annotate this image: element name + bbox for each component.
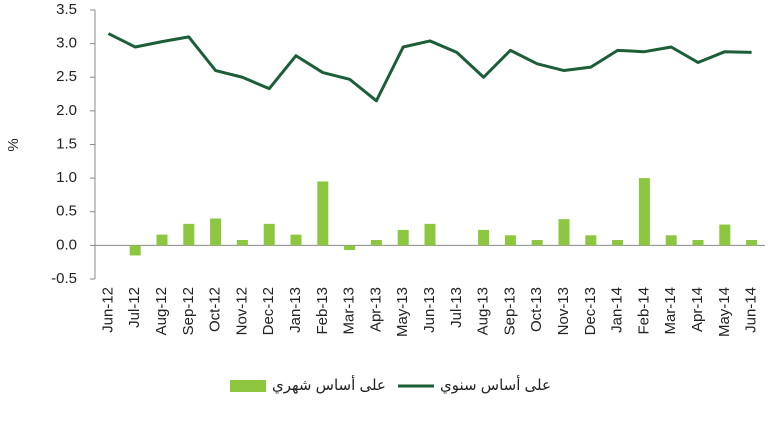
x-tick-label: Aug-12 [153, 287, 170, 335]
x-tick-label: Oct-12 [207, 287, 224, 332]
x-tick-label: May-14 [716, 287, 733, 337]
x-tick-label: Sep-12 [180, 287, 197, 335]
bar [478, 229, 490, 246]
x-tick-label: Nov-12 [233, 287, 250, 335]
bar [504, 235, 516, 246]
y-tick-label: 2.5 [56, 68, 77, 85]
bar [424, 223, 436, 246]
x-tick-label: Aug-13 [475, 287, 492, 335]
x-tick-label: Dec-13 [582, 287, 599, 335]
x-tick-label: Mar-14 [662, 287, 679, 335]
y-tick-label: 1.5 [56, 135, 77, 152]
bar [746, 239, 758, 246]
y-tick-label: -0.5 [51, 270, 77, 287]
bar [692, 239, 704, 246]
x-tick-label: Jun-13 [421, 287, 438, 333]
y-tick-label: 3.5 [56, 1, 77, 18]
bar [531, 239, 543, 246]
x-tick-label: Oct-13 [528, 287, 545, 332]
x-tick-label: Feb-13 [314, 287, 331, 335]
y-tick-label: 0.5 [56, 203, 77, 220]
x-tick-label: Jan-13 [287, 287, 304, 333]
bar [719, 224, 731, 246]
y-tick-label: 0.0 [56, 236, 77, 253]
x-tick-label: Sep-13 [501, 287, 518, 335]
y-axis-label: % [5, 138, 22, 151]
legend-label: على أساس شهري [272, 375, 386, 395]
bar [558, 219, 570, 246]
y-tick-label: 1.0 [56, 169, 77, 186]
bar [585, 235, 597, 246]
bar [612, 239, 624, 246]
x-tick-label: Apr-14 [689, 287, 706, 332]
bar [397, 229, 409, 246]
x-tick-label: Jul-13 [448, 287, 465, 328]
x-tick-label: Mar-13 [341, 287, 358, 335]
bar [665, 235, 677, 246]
legend-label: على أساس سنوي [440, 375, 551, 395]
x-tick-label: May-13 [394, 287, 411, 337]
bar [156, 234, 168, 246]
x-tick-label: Dec-12 [260, 287, 277, 335]
bar [317, 181, 329, 246]
x-tick-label: Jun-14 [743, 287, 760, 333]
y-tick-label: 3.0 [56, 35, 77, 52]
bar [344, 245, 356, 251]
x-tick-label: Apr-13 [367, 287, 384, 332]
bar [129, 245, 141, 256]
x-tick-label: Jan-14 [609, 287, 626, 333]
x-tick-label: Nov-13 [555, 287, 572, 335]
bar [183, 223, 195, 246]
bar [263, 223, 275, 246]
y-tick-label: 2.0 [56, 102, 77, 119]
x-tick-label: Jul-12 [126, 287, 143, 328]
bar [210, 218, 222, 246]
bar [236, 239, 248, 246]
legend-swatch [230, 380, 266, 392]
bar [290, 234, 302, 246]
bar [638, 178, 650, 246]
line [107, 32, 752, 103]
x-tick-label: Jun-12 [99, 287, 116, 333]
bar [370, 239, 382, 246]
x-tick-label: Feb-14 [635, 287, 652, 335]
